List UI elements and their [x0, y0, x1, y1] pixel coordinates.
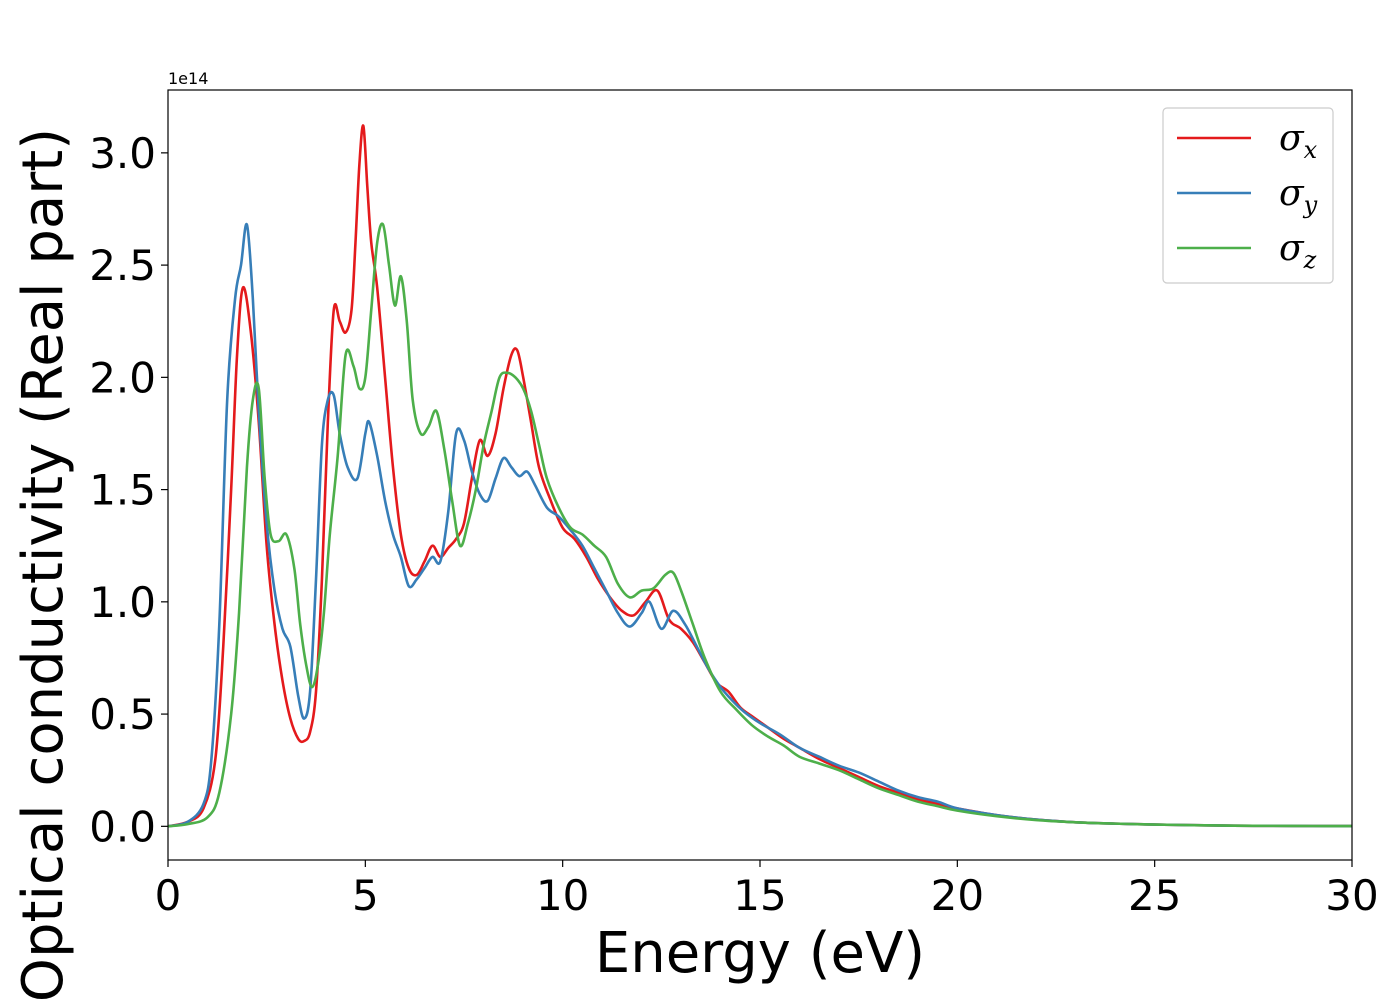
legend-label-x: σx: [1279, 118, 1318, 164]
x-tick-label: 10: [536, 871, 589, 920]
legend-label-y: σy: [1279, 173, 1318, 219]
x-tick-label: 25: [1128, 871, 1181, 920]
y-tick-label: 0.0: [89, 802, 156, 851]
series-line-y: [168, 223, 1352, 828]
y-tick-label: 1.5: [89, 466, 156, 515]
x-axis-ticks: 0 5 10 15 20 25 30: [155, 860, 1379, 920]
y-tick-label: 2.5: [89, 241, 156, 290]
y-offset-label: 1e14: [168, 69, 208, 88]
x-tick-label: 20: [931, 871, 984, 920]
series-line-z: [168, 222, 1352, 828]
x-tick-label: 5: [352, 871, 379, 920]
x-axis-title: Energy (eV): [595, 921, 925, 986]
x-tick-label: 30: [1325, 871, 1378, 920]
legend-label-z: σz: [1279, 228, 1317, 274]
y-tick-label: 1.0: [89, 578, 156, 627]
x-tick-label: 15: [733, 871, 786, 920]
y-axis-ticks: 0.0 0.5 1.0 1.5 2.0 2.5 3.0: [89, 129, 168, 851]
y-axis-title: Optical conductivity (Real part): [11, 128, 76, 1000]
legend-box: [1162, 107, 1334, 284]
y-tick-label: 0.5: [89, 690, 156, 739]
x-tick-label: 0: [155, 871, 182, 920]
y-tick-label: 3.0: [89, 129, 156, 178]
y-tick-label: 2.0: [89, 353, 156, 402]
legend: σx σy σz: [1162, 107, 1334, 284]
plot-lines: [168, 124, 1352, 828]
series-line-x: [168, 124, 1352, 828]
